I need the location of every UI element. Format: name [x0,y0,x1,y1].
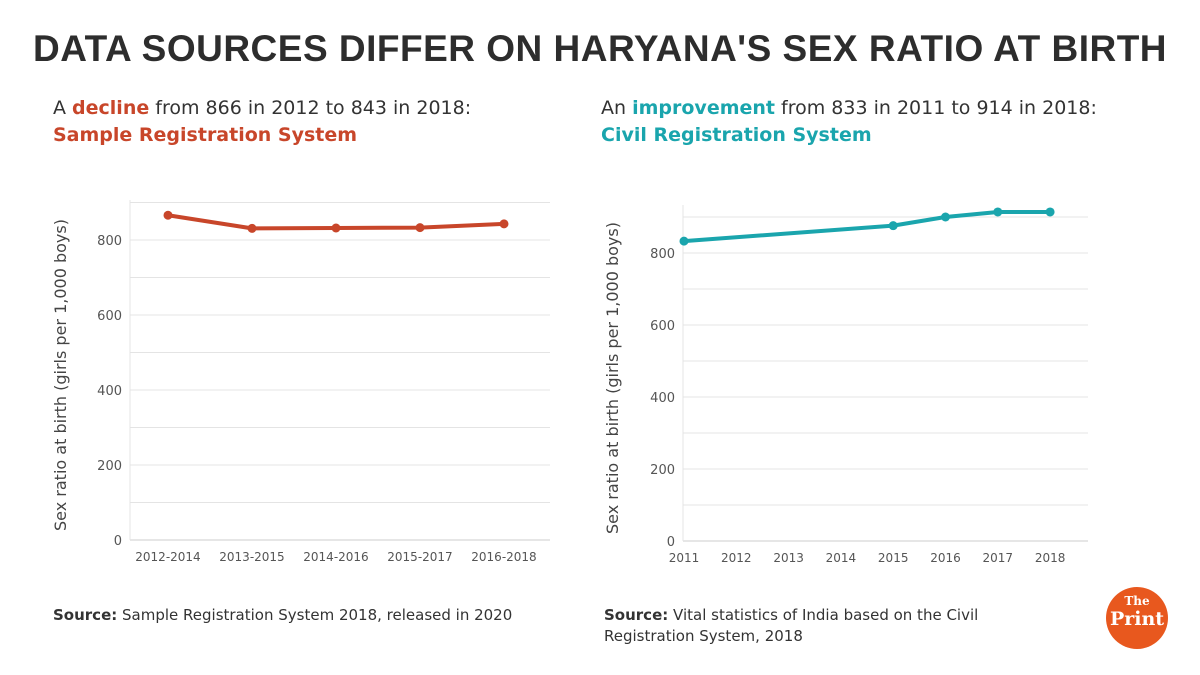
x-tick-label: 2011 [669,551,700,565]
y-tick-label: 800 [97,234,122,249]
y-axis-label: Sex ratio at birth (girls per 1,000 boys… [51,219,70,531]
logo-line2: Print [1109,608,1165,630]
x-tick-label: 2012-2014 [135,550,200,564]
x-tick-label: 2013 [773,551,804,565]
data-point [993,207,1003,217]
x-tick-label: 2014 [826,551,857,565]
x-tick-label: 2014-2016 [303,550,368,564]
x-tick-label: 2015-2017 [387,550,452,564]
x-tick-label: 2018 [1035,551,1066,565]
y-tick-label: 200 [97,459,122,474]
data-point [247,223,257,233]
y-tick-label: 400 [650,391,675,406]
x-tick-label: 2013-2015 [219,550,284,564]
left-subtitle: A decline from 866 in 2012 to 843 in 201… [53,95,471,149]
data-point [415,223,425,233]
series-line [683,209,1051,244]
y-tick-label: 0 [667,535,675,550]
y-tick-label: 400 [97,384,122,399]
page-title: DATA SOURCES DIFFER ON HARYANA'S SEX RAT… [32,28,1168,69]
left-source-label: Source: [53,606,118,624]
left-source-text: Sample Registration System 2018, release… [117,606,513,624]
x-tick-label: 2016 [930,551,961,565]
left-subtitle-pre: A [53,97,73,119]
y-tick-label: 600 [97,309,122,324]
left-system-name: Sample Registration System [53,124,358,146]
data-point [941,212,950,222]
data-point [888,221,898,231]
data-point [679,236,689,246]
left-subtitle-post: from 866 in 2012 to 843 in 2018: [149,97,472,119]
srs-chart: 0 200 400 600 800 2012-2014 2013-2015 2014-2016… [51,200,550,564]
right-source-text: Vital statistics of India based on the C… [604,606,979,645]
right-source-label: Source: [604,606,669,624]
right-system-name: Civil Registration System [601,124,872,146]
right-subtitle-post: from 833 in 2011 to 914 in 2018: [775,97,1097,119]
y-tick-label: 0 [114,534,122,549]
right-highlight: improvement [632,97,775,119]
right-subtitle: An improvement from 833 in 2011 to 914 i… [601,95,1097,149]
y-tick-label: 200 [650,463,675,478]
right-source: Source: Vital statistics of India based … [604,605,1024,647]
data-point [1045,207,1055,217]
x-tick-label: 2015 [878,551,909,565]
logo-line1: The [1124,594,1150,608]
x-tick-label: 2012 [721,551,752,565]
data-point [331,223,341,233]
x-tick-label: 2017 [983,551,1014,565]
data-point [499,219,509,229]
left-highlight: decline [72,97,150,119]
theprint-logo: The Print [1106,587,1168,649]
y-tick-label: 800 [650,247,675,262]
left-source: Source: Sample Registration System 2018,… [53,605,573,626]
y-axis-label: Sex ratio at birth (girls per 1,000 boys… [603,222,622,534]
right-subtitle-pre: An [601,97,633,119]
y-tick-label: 600 [650,319,675,334]
data-point [163,210,173,220]
crs-chart: 0 200 400 600 800 2011 2012 2013 2014 2015 2016 201… [603,205,1088,565]
x-tick-label: 2016-2018 [471,550,536,564]
